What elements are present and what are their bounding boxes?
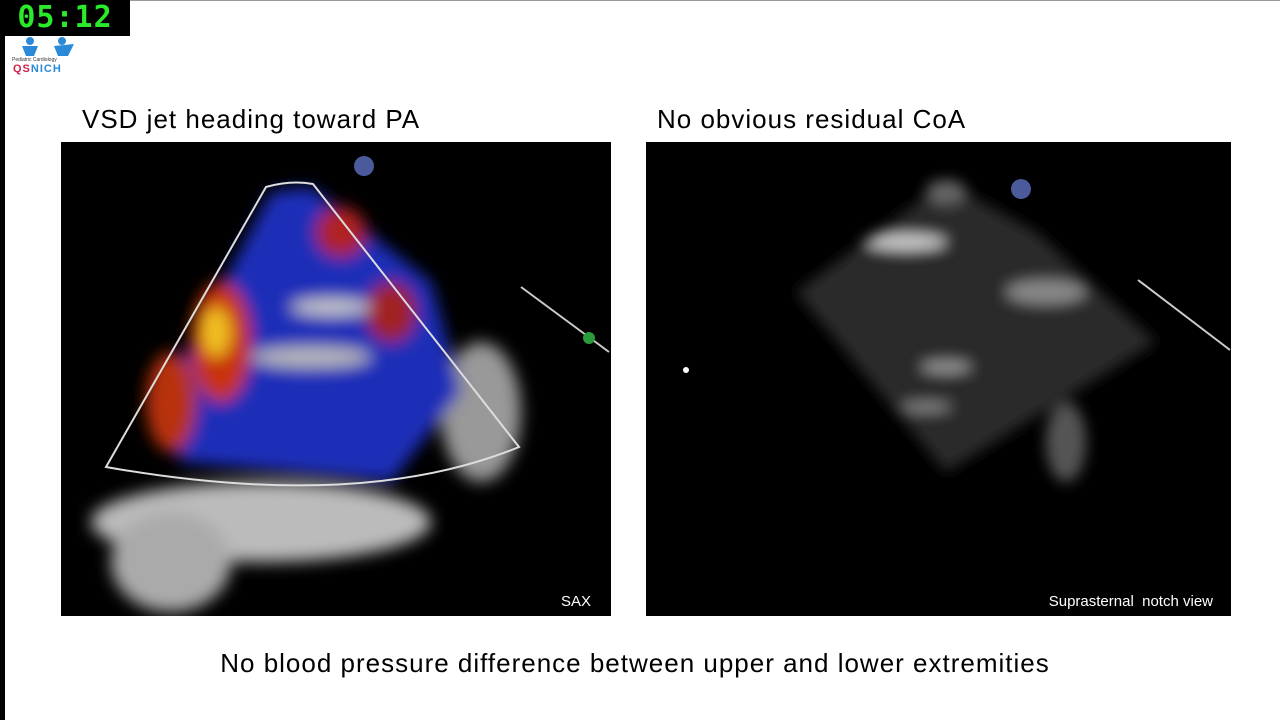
right-panel-title: No obvious residual CoA bbox=[657, 104, 967, 134]
top-border bbox=[0, 0, 1280, 1]
left-border bbox=[0, 0, 5, 720]
left-panel-title: VSD jet heading toward PA bbox=[82, 104, 421, 134]
logo-name: QSNICH bbox=[13, 63, 62, 75]
qsnich-logo: Pediatric Cardiology QSNICH bbox=[12, 36, 82, 76]
echo-image-sax: SAX bbox=[61, 142, 611, 616]
children-figures-icon bbox=[22, 37, 74, 56]
slide-caption: No blood pressure difference between upp… bbox=[220, 648, 1050, 678]
view-label-suprasternal: Suprasternal notch view bbox=[1048, 593, 1213, 610]
suprasternal-echo-image bbox=[683, 179, 1231, 482]
echo-image-suprasternal: Suprasternal notch view bbox=[646, 142, 1231, 616]
logo-subtitle: Pediatric Cardiology bbox=[12, 57, 57, 63]
view-label-sax: SAX bbox=[560, 593, 591, 610]
color-doppler-image bbox=[91, 156, 610, 612]
timer-display: 05:12 bbox=[0, 0, 130, 36]
